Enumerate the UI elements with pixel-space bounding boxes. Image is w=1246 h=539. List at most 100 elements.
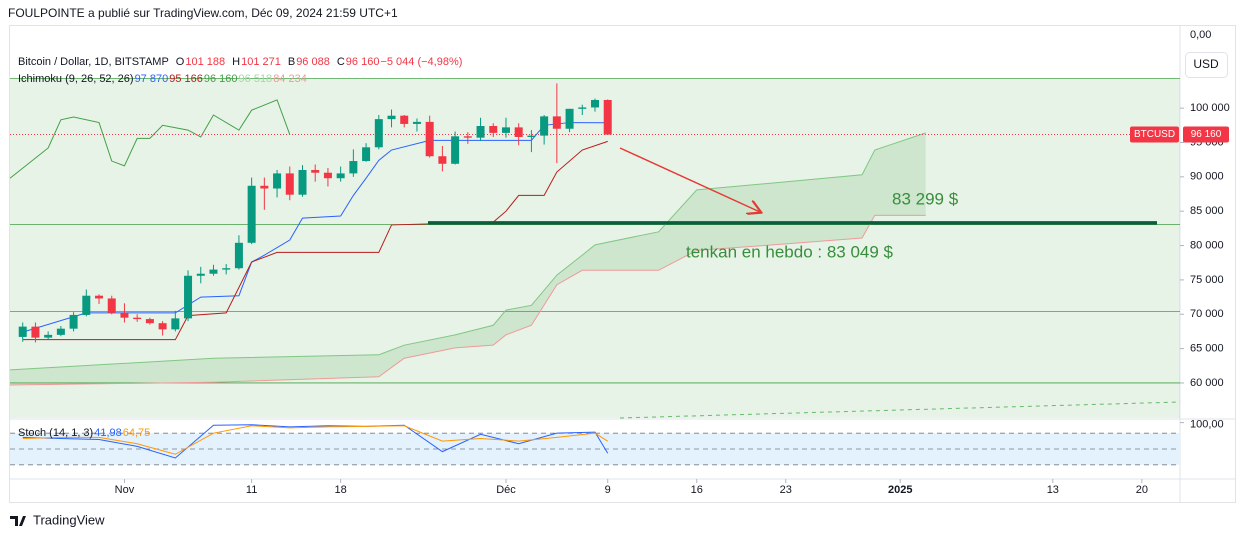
span-a <box>10 132 926 371</box>
candle-body <box>247 185 256 243</box>
candle-body <box>69 314 78 329</box>
legend-row: Ichimoku (9, 26, 52, 26)97 87095 16696 1… <box>18 73 307 85</box>
symbol-tag-label: BTCUSD <box>1134 129 1175 140</box>
candle-body <box>133 317 142 320</box>
candle-body <box>31 326 40 338</box>
legend-item: −5 044 (−4,98%) <box>380 56 462 68</box>
candle-body <box>527 135 536 137</box>
legend-row: Stoch (14, 1, 3)41,9864,75 <box>18 427 150 439</box>
candle-body <box>107 298 116 313</box>
y-tick-label: 60 000 <box>1190 377 1224 389</box>
y-tick-label: 85 000 <box>1190 205 1224 217</box>
currency: USD <box>1193 57 1219 71</box>
arrow <box>619 147 760 212</box>
stoch-pane: 100,00 <box>10 419 1224 466</box>
chart-frame <box>9 25 1236 503</box>
candle-body <box>565 108 574 129</box>
candle-body <box>540 116 549 136</box>
legend-item: 101 188 <box>185 56 225 68</box>
x-tick-label: 2025 <box>888 484 912 496</box>
candle-body <box>82 295 91 315</box>
candle-body <box>552 116 561 129</box>
trend-line <box>619 401 1181 419</box>
legend-item: Stoch (14, 1, 3) <box>18 427 93 439</box>
candle-body <box>222 268 231 270</box>
legend-item: 96 160 <box>346 56 380 68</box>
candle-body <box>603 99 612 135</box>
candle-body <box>44 334 53 338</box>
x-tick-label: 18 <box>335 484 347 496</box>
candle-body <box>463 136 472 138</box>
candle-body <box>260 185 269 189</box>
candle-body <box>489 125 498 133</box>
candle-body <box>56 328 65 335</box>
y-tick-label: 100,00 <box>1190 419 1224 431</box>
x-tick-label: 20 <box>1136 484 1148 496</box>
annotation: tenkan en hebdo : 83 049 $ <box>686 242 894 261</box>
legend-item: Bitcoin / Dollar, 1D, BITSTAMP <box>18 56 169 68</box>
y-tick-label: 65 000 <box>1190 343 1224 355</box>
candle-body <box>514 127 523 137</box>
price-pane <box>10 78 1180 418</box>
candle-body <box>400 115 409 124</box>
span-b <box>10 214 926 386</box>
symbol-tag <box>1130 126 1179 143</box>
y-tick-label: 70 000 <box>1190 308 1224 320</box>
currency-button[interactable] <box>1185 52 1228 78</box>
x-tick-label: Nov <box>115 484 135 496</box>
legend-item: O <box>176 56 185 68</box>
legend-item: 97 870 <box>135 73 169 85</box>
candle-body <box>234 242 243 269</box>
annotation: 83 299 $ <box>892 189 959 208</box>
candle-body <box>285 173 294 195</box>
header: FOULPOINTE a publié sur TradingView.com,… <box>8 6 398 20</box>
y-tick-label: 75 000 <box>1190 274 1224 286</box>
chikou-line <box>10 99 291 179</box>
candle-body <box>209 269 218 274</box>
candle-body <box>311 169 320 173</box>
legend-item: 96 088 <box>296 56 330 68</box>
y-tick-label: 80 000 <box>1190 239 1224 251</box>
candle-body <box>336 173 345 179</box>
legend-item: 64,75 <box>123 427 151 439</box>
zone <box>10 78 1180 418</box>
candle-body <box>95 295 104 299</box>
candle-body <box>451 136 460 164</box>
cloud <box>10 132 926 386</box>
candle-body <box>120 312 129 318</box>
legend-item: C <box>337 56 345 68</box>
x-tick-label: 11 <box>246 484 257 496</box>
candle-body <box>145 319 154 324</box>
legend-item: 84 234 <box>273 73 307 85</box>
candle-body <box>412 121 421 124</box>
candle-body <box>591 99 599 108</box>
x-tick-label: Déc <box>496 484 516 496</box>
x-tick-label: 23 <box>780 484 792 496</box>
candle-body <box>171 318 180 330</box>
legend-item: H <box>232 56 240 68</box>
legend-item: 96 160 <box>204 73 238 85</box>
candle-body <box>578 107 587 109</box>
stoch-line <box>22 425 608 455</box>
kijun-line <box>22 140 608 341</box>
legend-item: 95 166 <box>169 73 203 85</box>
x-tick-label: 16 <box>691 484 703 496</box>
logo-icon <box>10 516 26 526</box>
price-tag-label: 96 160 <box>1191 129 1222 140</box>
candle-body <box>362 147 371 162</box>
candle-body <box>501 127 510 133</box>
x-tick-label: 13 <box>1047 484 1059 496</box>
footer: TradingView <box>33 512 105 527</box>
legend-row: Bitcoin / Dollar, 1D, BITSTAMP O101 188 H1… <box>18 56 462 68</box>
legend-item: 41,98 <box>94 427 122 439</box>
logo: TradingView <box>10 512 105 527</box>
legend: Bitcoin / Dollar, 1D, BITSTAMP O101 188 H1… <box>18 56 462 439</box>
y-tick-label: 90 000 <box>1190 171 1224 183</box>
legend-item: 101 271 <box>241 56 281 68</box>
candle-body <box>438 156 447 164</box>
candle-body <box>374 119 383 148</box>
candle-body <box>298 169 307 195</box>
candle-body <box>158 323 167 330</box>
candle-body <box>349 161 358 174</box>
